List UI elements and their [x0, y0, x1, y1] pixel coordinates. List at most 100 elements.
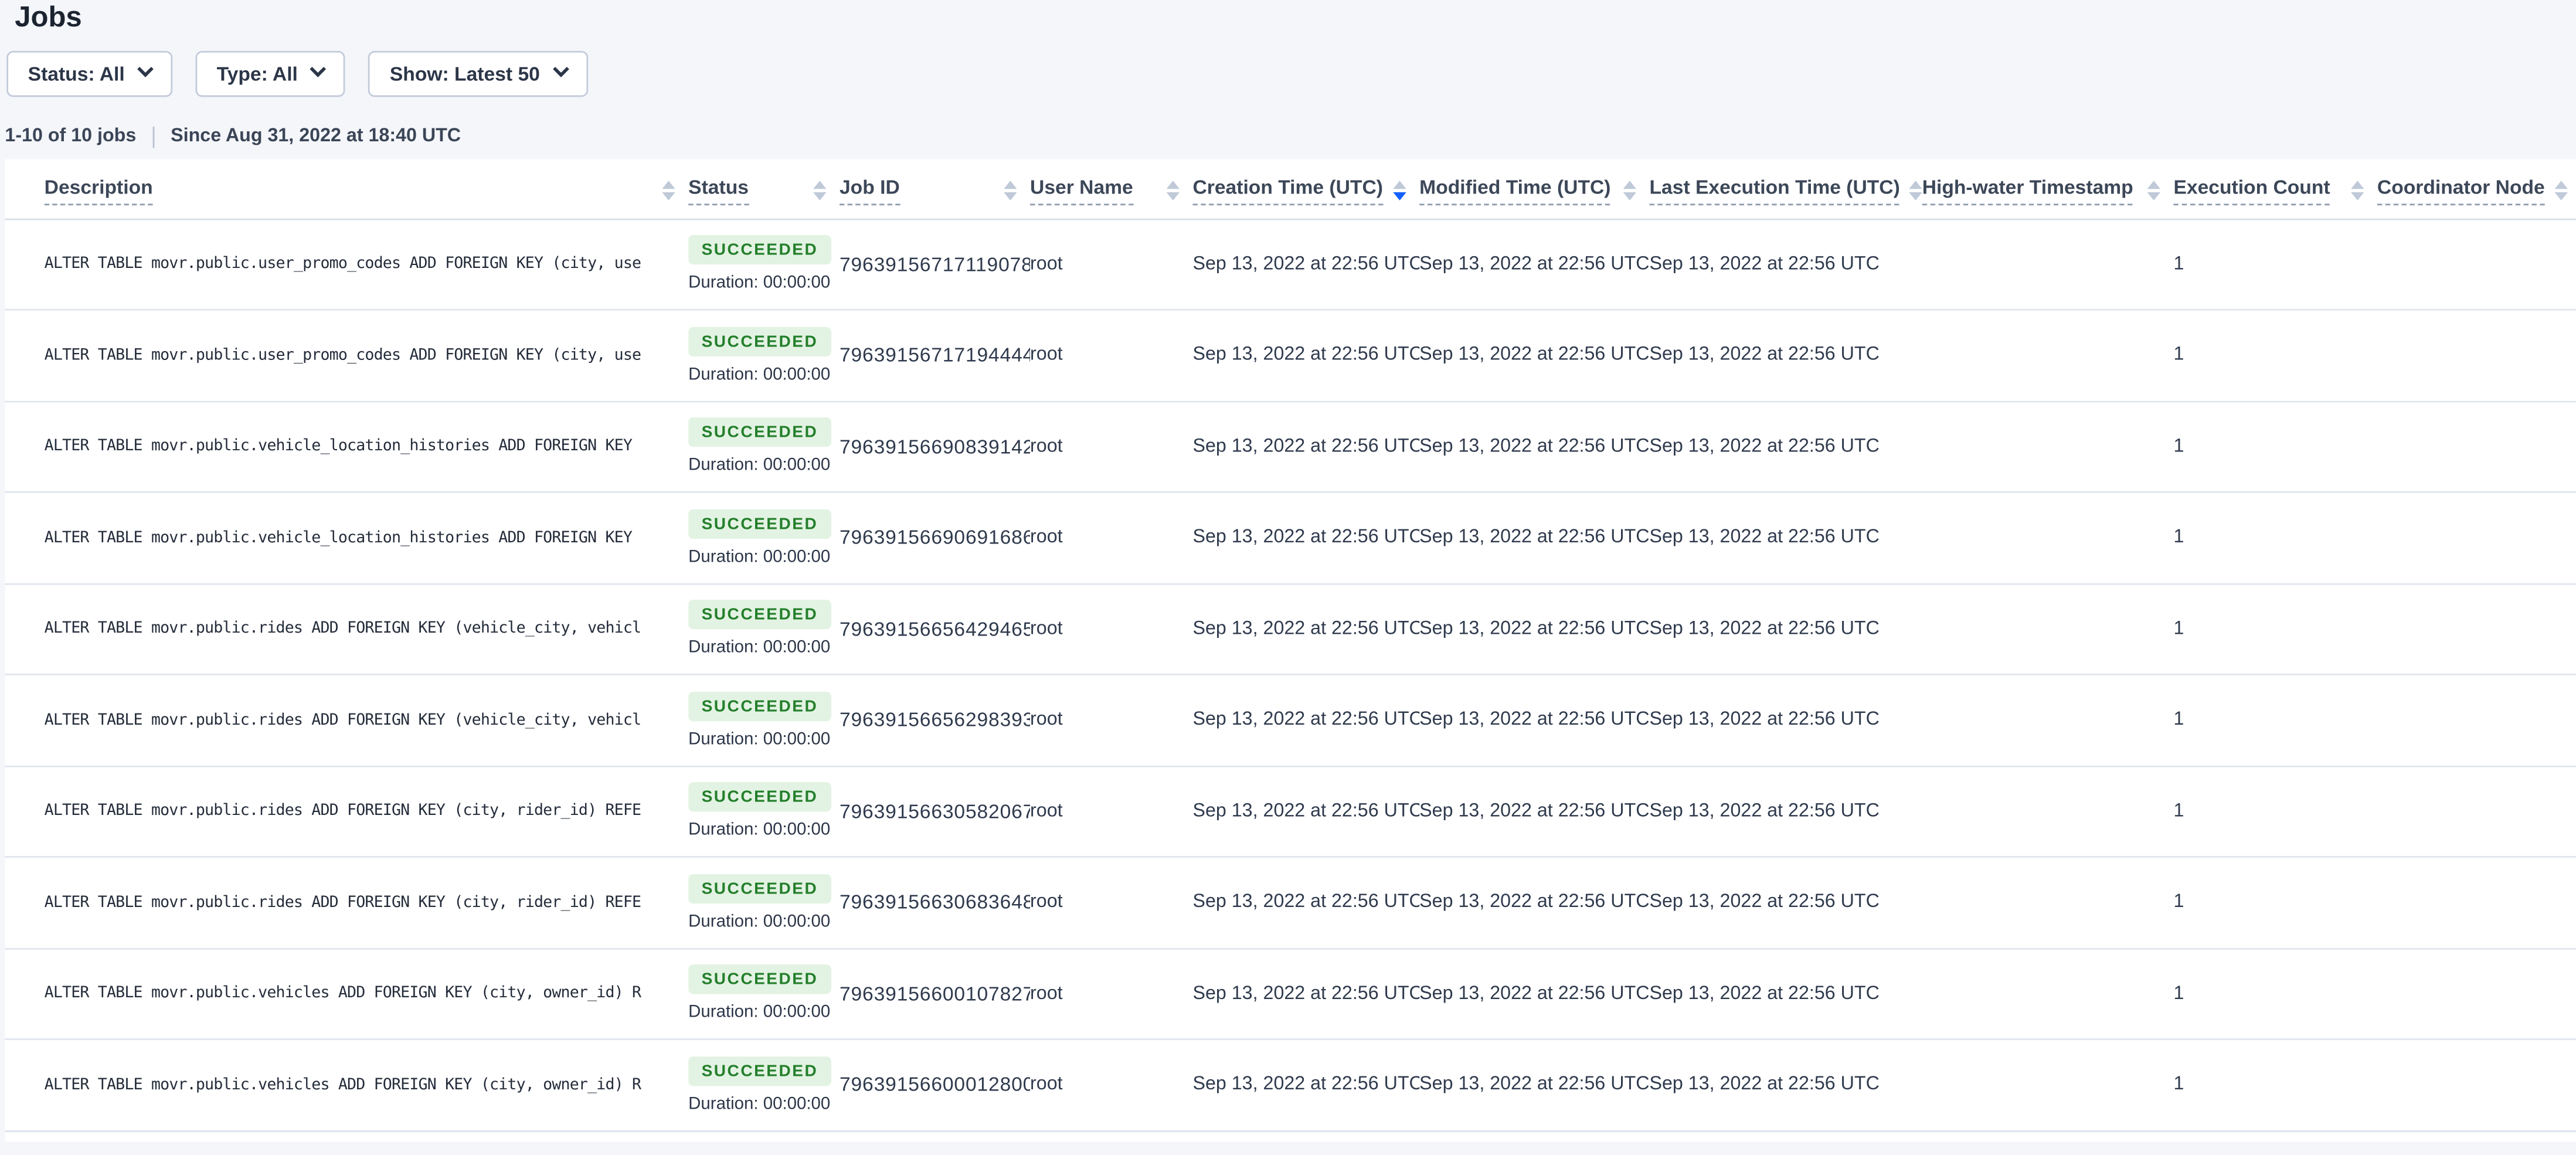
table-row[interactable]: ALTER TABLE movr.public.rides ADD FOREIG…: [5, 767, 2576, 858]
cell-description[interactable]: ALTER TABLE movr.public.rides ADD FOREIG…: [44, 711, 641, 729]
table-row[interactable]: ALTER TABLE movr.public.rides ADD FOREIG…: [5, 675, 2576, 767]
sort-icon[interactable]: [1166, 180, 1180, 201]
sort-icon[interactable]: [2554, 180, 2568, 201]
table-row[interactable]: ALTER TABLE movr.public.vehicles ADD FOR…: [5, 949, 2576, 1041]
cell-description[interactable]: ALTER TABLE movr.public.vehicle_location…: [44, 437, 633, 456]
column-header-creation_time[interactable]: Creation Time (UTC): [1192, 176, 1419, 206]
cell-execution_count: 1: [2173, 528, 2184, 548]
cell-last_execution_time: Sep 13, 2022 at 22:56 UTC: [1649, 1075, 1880, 1095]
cell-user_name: root: [1030, 436, 1063, 457]
cell-description[interactable]: ALTER TABLE movr.public.rides ADD FOREIG…: [44, 802, 641, 821]
cell-status: SUCCEEDED Duration: 00:00:00: [688, 600, 840, 658]
table-row[interactable]: ALTER TABLE movr.public.rides ADD FOREIG…: [5, 858, 2576, 949]
cell-last_execution_time: Sep 13, 2022 at 22:56 UTC: [1649, 528, 1880, 548]
status-wrap: SUCCEEDED Duration: 00:00:00: [688, 600, 840, 658]
cell-modified_time: Sep 13, 2022 at 22:56 UTC: [1419, 710, 1650, 731]
cell-description[interactable]: ALTER TABLE movr.public.vehicles ADD FOR…: [44, 1076, 641, 1094]
column-header-description[interactable]: Description: [5, 176, 688, 206]
cell-description[interactable]: ALTER TABLE movr.public.user_promo_codes…: [44, 255, 641, 274]
show-filter-label: Show: Latest 50: [389, 62, 540, 85]
column-header-user_name[interactable]: User Name: [1030, 176, 1192, 206]
cell-last_execution_time: Sep 13, 2022 at 22:56 UTC: [1649, 892, 1880, 913]
job-duration: Duration: 00:00:00: [688, 364, 831, 385]
cell-modified_time: Sep 13, 2022 at 22:56 UTC: [1419, 254, 1650, 274]
column-header-label: High-water Timestamp: [1922, 176, 2133, 206]
show-filter-dropdown[interactable]: Show: Latest 50: [368, 50, 588, 97]
sort-desc-arrow-icon: [2147, 192, 2161, 201]
sort-asc-arrow-icon: [662, 180, 675, 189]
column-header-label: Description: [44, 176, 153, 206]
sort-icon[interactable]: [813, 180, 827, 201]
cell-description[interactable]: ALTER TABLE movr.public.vehicle_location…: [44, 528, 633, 547]
cell-description[interactable]: ALTER TABLE movr.public.user_promo_codes…: [44, 346, 641, 365]
cell-last_execution_time: Sep 13, 2022 at 22:56 UTC: [1649, 345, 1880, 366]
status-wrap: SUCCEEDED Duration: 00:00:00: [688, 964, 840, 1022]
cell-execution_count: 1: [2173, 710, 2184, 731]
cell-execution_count: 1: [2173, 892, 2184, 913]
cell-description[interactable]: ALTER TABLE movr.public.rides ADD FOREIG…: [44, 894, 641, 912]
column-header-high_water[interactable]: High-water Timestamp: [1922, 176, 2174, 206]
table-row[interactable]: ALTER TABLE movr.public.user_promo_codes…: [5, 311, 2576, 402]
status-badge: SUCCEEDED: [688, 600, 831, 630]
sort-icon[interactable]: [1393, 180, 1406, 201]
cell-creation_time: Sep 13, 2022 at 22:56 UTC: [1192, 984, 1420, 1004]
job-duration: Duration: 00:00:00: [688, 1093, 831, 1114]
column-header-coordinator_node[interactable]: Coordinator Node: [2377, 176, 2576, 206]
sort-icon[interactable]: [1004, 180, 1017, 201]
type-filter-dropdown[interactable]: Type: All: [195, 50, 346, 97]
status-badge: SUCCEEDED: [688, 782, 831, 813]
table-row[interactable]: ALTER TABLE movr.public.vehicle_location…: [5, 493, 2576, 585]
sort-icon[interactable]: [2147, 180, 2161, 201]
results-since: Since Aug 31, 2022 at 18:40 UTC: [171, 127, 461, 147]
cell-creation_time: Sep 13, 2022 at 22:56 UTC: [1192, 1075, 1420, 1095]
cell-description[interactable]: ALTER TABLE movr.public.rides ADD FOREIG…: [44, 620, 641, 638]
sort-icon[interactable]: [1909, 180, 1923, 201]
status-wrap: SUCCEEDED Duration: 00:00:00: [688, 782, 840, 840]
cell-modified_time: Sep 13, 2022 at 22:56 UTC: [1419, 436, 1650, 457]
column-header-job_id[interactable]: Job ID: [839, 176, 1030, 206]
column-header-execution_count[interactable]: Execution Count: [2173, 176, 2377, 206]
cell-creation_time: Sep 13, 2022 at 22:56 UTC: [1192, 619, 1420, 639]
cell-description[interactable]: ALTER TABLE movr.public.vehicles ADD FOR…: [44, 984, 641, 1003]
sort-icon[interactable]: [662, 180, 675, 201]
sort-asc-arrow-icon: [2554, 180, 2568, 189]
sort-icon[interactable]: [2351, 180, 2364, 201]
column-header-last_execution_time[interactable]: Last Execution Time (UTC): [1649, 176, 1923, 206]
column-header-status[interactable]: Status: [688, 176, 840, 206]
status-badge: SUCCEEDED: [688, 1056, 831, 1086]
status-badge: SUCCEEDED: [688, 417, 831, 448]
results-summary: 1-10 of 10 jobs Since Aug 31, 2022 at 18…: [5, 125, 2576, 148]
sort-icon[interactable]: [1623, 180, 1637, 201]
table-row[interactable]: ALTER TABLE movr.public.rides ADD FOREIG…: [5, 584, 2576, 676]
column-header-label: Creation Time (UTC): [1192, 176, 1383, 206]
cell-creation_time: Sep 13, 2022 at 22:56 UTC: [1192, 528, 1420, 548]
column-header-label: Coordinator Node: [2377, 176, 2545, 206]
table-row[interactable]: ALTER TABLE movr.public.vehicle_location…: [5, 402, 2576, 493]
job-duration: Duration: 00:00:00: [688, 456, 831, 475]
cell-execution_count: 1: [2173, 801, 2184, 821]
table-row[interactable]: ALTER TABLE movr.public.user_promo_codes…: [5, 219, 2576, 311]
cell-modified_time: Sep 13, 2022 at 22:56 UTC: [1419, 892, 1650, 913]
job-duration: Duration: 00:00:00: [688, 1003, 831, 1022]
cell-execution_count: 1: [2173, 436, 2184, 457]
results-count: 1-10 of 10 jobs: [5, 127, 137, 147]
cell-execution_count: 1: [2173, 984, 2184, 1004]
cell-status: SUCCEEDED Duration: 00:00:00: [688, 327, 840, 384]
cell-last_execution_time: Sep 13, 2022 at 22:56 UTC: [1649, 801, 1880, 821]
column-header-label: User Name: [1030, 176, 1133, 206]
cell-user_name: root: [1030, 801, 1063, 821]
status-wrap: SUCCEEDED Duration: 00:00:00: [688, 327, 840, 384]
status-badge: SUCCEEDED: [688, 964, 831, 995]
status-filter-dropdown[interactable]: Status: All: [6, 50, 172, 97]
status-filter-label: Status: All: [28, 62, 125, 85]
column-header-modified_time[interactable]: Modified Time (UTC): [1419, 176, 1649, 206]
cell-status: SUCCEEDED Duration: 00:00:00: [688, 782, 840, 840]
cell-execution_count: 1: [2173, 345, 2184, 366]
cell-creation_time: Sep 13, 2022 at 22:56 UTC: [1192, 710, 1420, 731]
cell-modified_time: Sep 13, 2022 at 22:56 UTC: [1419, 1075, 1650, 1095]
status-badge: SUCCEEDED: [688, 235, 831, 266]
cell-creation_time: Sep 13, 2022 at 22:56 UTC: [1192, 892, 1420, 913]
sort-desc-arrow-icon: [1623, 192, 1637, 201]
table-row[interactable]: ALTER TABLE movr.public.vehicles ADD FOR…: [5, 1040, 2576, 1132]
cell-creation_time: Sep 13, 2022 at 22:56 UTC: [1192, 345, 1420, 366]
